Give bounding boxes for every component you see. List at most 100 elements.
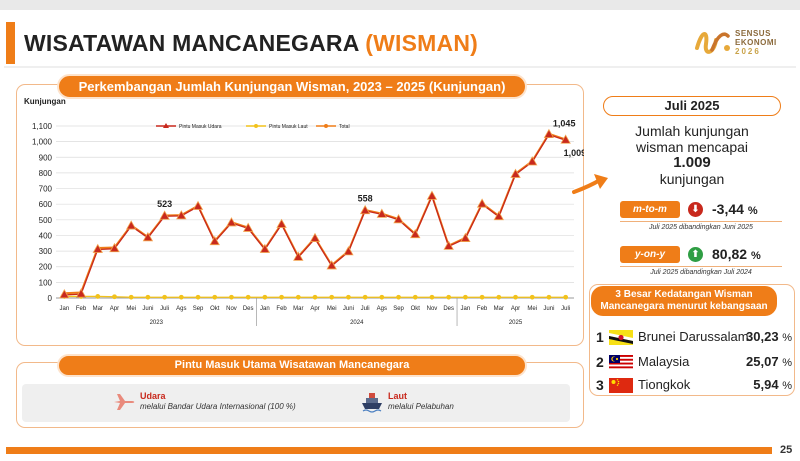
logo-text: SENSUS EKONOMI 2026 bbox=[735, 29, 777, 56]
metric-mtom: m-to-m ⬇ -3,44 % Juli 2025 dibandingkan … bbox=[620, 201, 790, 237]
data-point-laut bbox=[329, 294, 335, 300]
brunei-flag-icon bbox=[609, 330, 633, 345]
data-point-udara bbox=[527, 156, 538, 166]
x-tick-label: Jan bbox=[260, 306, 270, 312]
data-point-laut bbox=[95, 294, 101, 299]
data-point-laut bbox=[412, 294, 418, 300]
data-point-udara bbox=[259, 243, 271, 253]
x-tick-label: Feb bbox=[276, 306, 287, 312]
data-point-udara bbox=[426, 190, 438, 200]
metric-yony-unit: % bbox=[750, 250, 761, 262]
country-name: Malaysia bbox=[638, 354, 690, 369]
data-point-laut bbox=[346, 294, 351, 300]
metric-mtom-value: -3,44 % bbox=[712, 201, 758, 220]
country-percent-value: 25,07 bbox=[746, 354, 779, 369]
logo-line-2: EKONOMI bbox=[735, 38, 777, 47]
legend-marker bbox=[163, 123, 169, 128]
data-point-udara bbox=[209, 235, 220, 246]
data-point-udara bbox=[393, 214, 404, 224]
legend-label: Pintu Masuk Laut bbox=[269, 124, 308, 130]
summary-value: 1.009 bbox=[673, 154, 711, 171]
data-point-laut bbox=[462, 294, 468, 300]
data-point-laut bbox=[128, 294, 134, 300]
top-strip bbox=[0, 0, 800, 10]
data-point-udara bbox=[309, 232, 321, 242]
entry-sea-label: Laut bbox=[388, 391, 407, 401]
data-point-laut bbox=[546, 294, 552, 300]
data-point-udara bbox=[510, 168, 521, 178]
data-point-udara bbox=[226, 217, 237, 227]
metric-yony-note: Juli 2025 dibandingkan Juli 2024 bbox=[650, 269, 752, 276]
x-tick-label: Sep bbox=[393, 306, 404, 312]
footer-bar bbox=[6, 447, 772, 454]
data-point-laut bbox=[162, 294, 168, 300]
x-tick-label: Mei bbox=[126, 306, 136, 312]
legend-entry: Pintu Masuk Laut bbox=[246, 124, 308, 130]
x-tick-label: Juli bbox=[561, 306, 570, 312]
data-point-laut bbox=[195, 294, 201, 300]
country-percent-value: 5,94 bbox=[753, 377, 779, 392]
legend-label: Pintu Masuk Udara bbox=[179, 124, 222, 130]
x-tick-label: Des bbox=[243, 306, 254, 312]
x-tick-label: Feb bbox=[477, 306, 488, 312]
y-tick-label: 600 bbox=[39, 200, 53, 209]
x-tick-label: Ags bbox=[176, 306, 186, 312]
data-point-laut bbox=[362, 294, 368, 300]
series-line-total bbox=[64, 132, 566, 295]
logo-mark-icon bbox=[695, 32, 730, 54]
pointer-arrow-icon bbox=[572, 174, 608, 194]
data-point-udara bbox=[75, 288, 87, 298]
data-label: 1,009 bbox=[564, 148, 584, 158]
country-percent: 30,23 % bbox=[746, 327, 792, 348]
rank-row-1: 1 Brunei Darussalam 30,23 % bbox=[596, 327, 792, 347]
y-tick-label: 1,100 bbox=[32, 122, 53, 131]
y-tick-label: 300 bbox=[39, 247, 53, 256]
x-tick-label: Ags bbox=[377, 306, 387, 312]
page-title-main: WISATAWAN MANCANEGARA bbox=[24, 30, 366, 56]
line-chart: Kunjungan 0 100 200 300 400 500 600 700 800 900 1,… bbox=[24, 97, 584, 326]
title-divider bbox=[4, 66, 796, 68]
data-point-laut bbox=[479, 294, 485, 300]
x-tick-label: Mei bbox=[327, 306, 337, 312]
data-point-laut bbox=[429, 294, 435, 300]
entry-sea-sub: melalui Pelabuhan bbox=[388, 402, 454, 411]
x-tick-label: Juni bbox=[142, 306, 153, 312]
data-label: 558 bbox=[358, 194, 373, 204]
data-point-laut bbox=[262, 294, 268, 300]
data-point-laut bbox=[396, 294, 401, 300]
x-tick-label: Jan bbox=[60, 306, 70, 312]
sensus-ekonomi-logo: SENSUS EKONOMI 2026 bbox=[694, 26, 784, 58]
x-tick-label: Jan bbox=[461, 306, 471, 312]
x-tick-label: Mar bbox=[494, 306, 504, 312]
x-tick-label: Juni bbox=[543, 306, 554, 312]
data-point-udara bbox=[293, 251, 304, 261]
entry-item-sea: Laut melalui Pelabuhan bbox=[360, 390, 510, 420]
metric-yony: y-on-y ⬆ 80,82 % Juli 2025 dibandingkan … bbox=[620, 246, 790, 282]
x-tick-label: Feb bbox=[76, 306, 87, 312]
title-accent-bar bbox=[6, 22, 15, 64]
x-tick-label: Mar bbox=[93, 306, 103, 312]
data-point-udara bbox=[410, 228, 421, 239]
entry-item-air: Udara melalui Bandar Udara Internasional… bbox=[112, 390, 342, 420]
y-axis-label: Kunjungan bbox=[24, 97, 66, 106]
data-point-udara bbox=[109, 242, 120, 253]
airplane-icon bbox=[114, 394, 135, 410]
y-tick-label: 900 bbox=[39, 153, 53, 162]
data-point-laut bbox=[496, 294, 502, 300]
data-point-udara bbox=[176, 210, 187, 220]
x-tick-label: Apr bbox=[511, 306, 520, 312]
metric-yony-number: 80,82 bbox=[712, 246, 748, 262]
chart-panel bbox=[16, 84, 584, 346]
top3-title-line-2: Mancanegara menurut kebangsaan bbox=[600, 301, 768, 312]
x-tick-label: Juli bbox=[361, 306, 370, 312]
year-label: 2025 bbox=[509, 320, 523, 326]
metric-yony-value: 80,82 % bbox=[712, 246, 761, 265]
x-tick-label: Mei bbox=[527, 306, 537, 312]
data-point-udara bbox=[460, 232, 471, 242]
summary-unit: kunjungan bbox=[659, 171, 725, 187]
x-tick-label: Mar bbox=[293, 306, 303, 312]
entry-air-label: Udara bbox=[140, 391, 166, 401]
malaysia-flag-icon bbox=[609, 355, 633, 370]
data-point-laut bbox=[245, 294, 251, 300]
data-point-udara bbox=[192, 200, 204, 210]
